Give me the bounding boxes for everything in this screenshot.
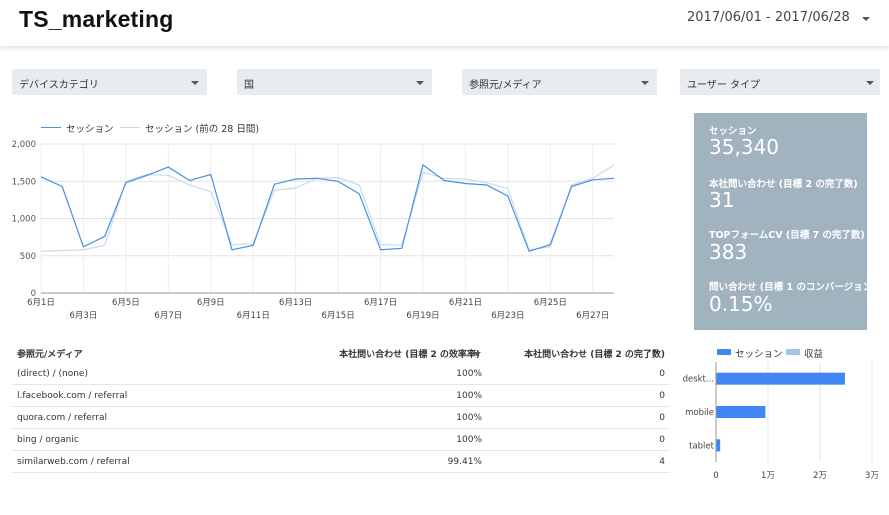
table-row[interactable]: l.facebook.com / referral 100% 0 [12,385,670,407]
legend-current-label: セッション [66,124,114,135]
category-label: deskt... [683,375,714,385]
cell-rate: 99.41% [447,457,482,467]
cell-source: (direct) / (none) [17,369,88,379]
column-header-source[interactable]: 参照元/メディア [17,350,83,360]
cell-count: 0 [659,369,665,379]
series-line-previous [40,164,615,252]
x-tick-label: 6月15日 [321,311,354,321]
y-tick-label: 1,500 [12,177,36,187]
x-tick-label: 6月23日 [491,311,524,321]
y-tick-label: 0 [31,289,36,299]
legend-sessions-label: セッション [735,349,783,360]
category-label: mobile [685,408,714,418]
scorecard-value: 383 [709,240,748,264]
x-tick-label: 1万 [761,471,775,481]
scorecard-value: 0.15% [709,292,773,316]
x-tick-label: 6月9日 [197,298,225,308]
x-tick-label: 6月13日 [279,298,312,308]
x-tick-label: 6月7日 [154,311,182,321]
cell-count: 4 [659,457,665,467]
x-tick-label: 6月1日 [27,298,55,308]
cell-rate: 100% [456,369,482,379]
cell-source: quora.com / referral [17,413,107,423]
cell-source: bing / organic [17,435,79,445]
table-row[interactable]: (direct) / (none) 100% 0 [12,363,670,385]
cell-rate: 100% [456,391,482,401]
legend-current-swatch [41,127,61,128]
filter-label: デバイスカテゴリ [19,80,99,91]
chevron-down-icon [416,81,424,85]
filter-label: ユーザー タイプ [687,80,760,91]
x-tick-label: 6月5日 [112,298,140,308]
x-tick-label: 6月19日 [406,311,439,321]
x-tick-label: 6月27日 [576,311,609,321]
bar-sessions [716,406,766,418]
sort-desc-icon[interactable] [473,352,481,356]
x-tick-label: 6月3日 [70,311,98,321]
category-label: tablet [689,441,715,451]
chevron-down-icon [641,81,649,85]
bar-sessions [716,372,845,385]
y-tick-label: 2,000 [12,140,36,150]
x-tick-label: 2万 [813,471,827,481]
x-tick-label: 3万 [865,471,879,481]
filter-label: 参照元/メディア [469,80,542,91]
scorecard-value: 31 [709,188,735,212]
y-tick-label: 1,000 [12,215,36,225]
cell-rate: 100% [456,413,482,423]
x-tick-label: 6月17日 [364,298,397,308]
scorecard-label: 本社問い合わせ (目標 2 の完了数) [709,179,858,190]
series-line-current [40,163,615,253]
legend-revenue-label: 収益 [804,349,824,360]
table-row[interactable]: bing / organic 100% 0 [12,429,670,451]
column-header-rate[interactable]: 本社問い合わせ (目標 2 の效率率) [339,350,480,360]
cell-source: similarweb.com / referral [17,457,130,467]
column-header-count[interactable]: 本社問い合わせ (目標 2 の完了数) [524,350,665,360]
report-header: TS_marketing 2017/06/01 - 2017/06/28 [0,0,889,46]
legend-revenue-swatch [786,349,800,355]
cell-source: l.facebook.com / referral [17,391,128,401]
cell-count: 0 [659,435,665,445]
scorecard-value: 35,340 [709,135,779,159]
scorecard-panel: セッション 35,340 本社問い合わせ (目標 2 の完了数) 31 TOPフ… [694,113,867,330]
report-title: TS_marketing [19,6,174,32]
cell-rate: 100% [456,435,482,445]
x-tick-label: 0 [713,471,718,481]
filter-user-type[interactable]: ユーザー タイプ [680,69,880,95]
legend-previous-swatch [120,127,140,128]
scorecard-label: TOPフォームCV (目標 7 の完了数) [709,230,865,241]
cell-count: 0 [659,391,665,401]
legend-previous-label: セッション (前の 28 日間) [145,124,260,135]
table-row[interactable]: similarweb.com / referral 99.41% 4 [12,451,670,473]
chevron-down-icon [866,81,874,85]
legend-sessions-swatch [717,349,731,355]
filter-country[interactable]: 国 [237,69,432,95]
table-row[interactable]: quora.com / referral 100% 0 [12,407,670,429]
y-tick-label: 500 [20,252,36,262]
cell-count: 0 [659,413,665,423]
date-range-picker[interactable]: 2017/06/01 - 2017/06/28 [687,10,850,25]
date-range-chevron-down-icon[interactable] [862,17,870,21]
x-tick-label: 6月21日 [449,298,482,308]
scorecard-label: セッション [709,126,757,137]
filter-device-category[interactable]: デバイスカテゴリ [12,69,207,95]
bar-sessions [716,439,721,452]
scorecard-label: 問い合わせ (目標 1 のコンバージョン率) [709,282,867,293]
x-tick-label: 6月25日 [534,298,567,308]
chevron-down-icon [191,81,199,85]
x-tick-label: 6月11日 [237,311,270,321]
filter-source-medium[interactable]: 参照元/メディア [462,69,657,95]
filter-label: 国 [244,80,254,91]
